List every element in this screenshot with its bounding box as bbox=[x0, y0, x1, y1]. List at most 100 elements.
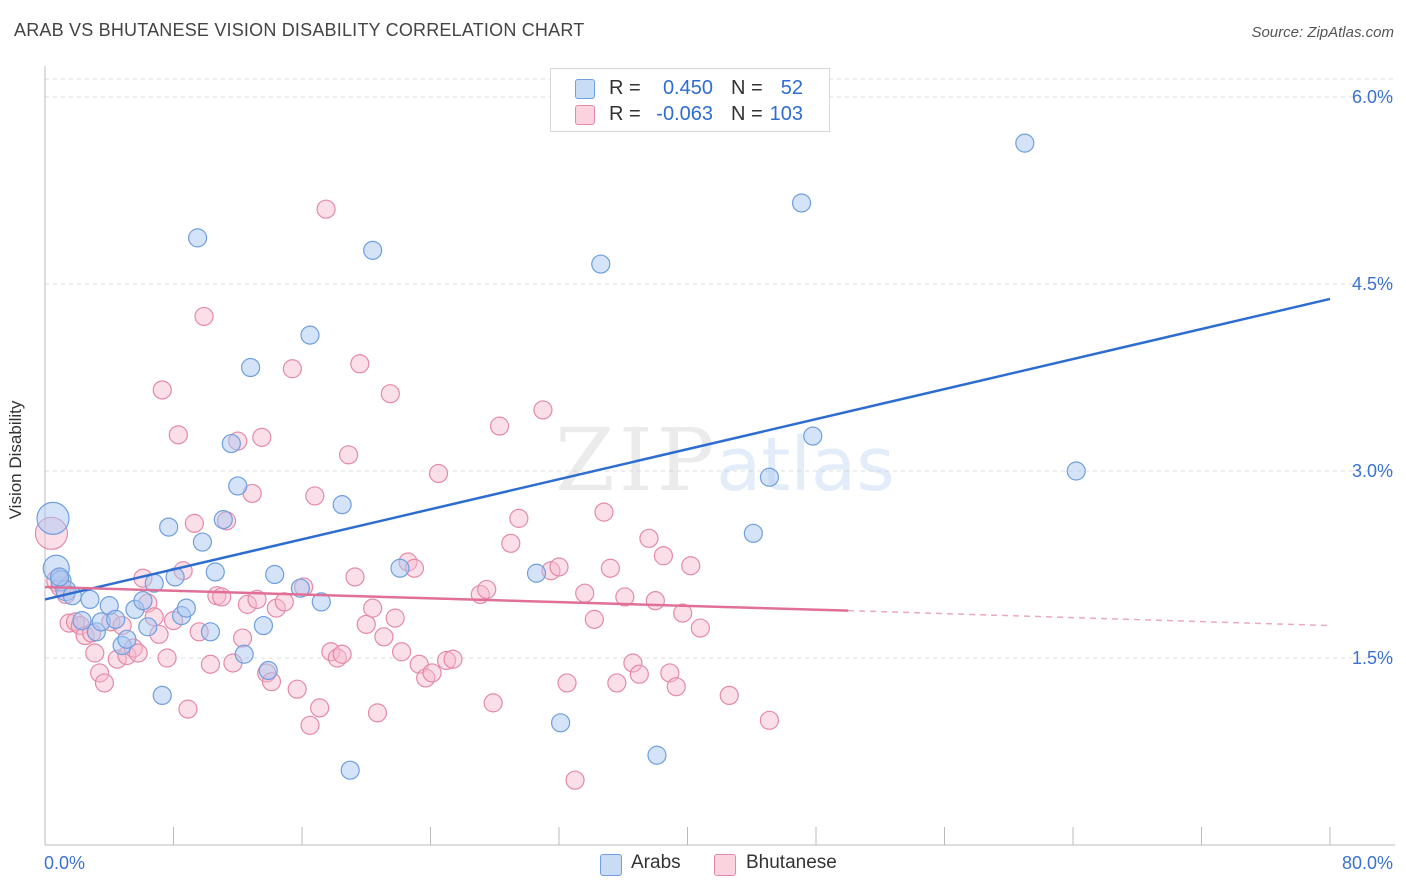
legend-n-value: 103 bbox=[769, 103, 803, 125]
bhutanese-point bbox=[90, 663, 110, 683]
bhutanese-point bbox=[615, 587, 635, 607]
legend-r-label: R = bbox=[609, 77, 641, 99]
bhutanese-point bbox=[623, 653, 643, 673]
arabs-point bbox=[234, 644, 254, 664]
bhutanese-point bbox=[287, 679, 307, 699]
bhutanese-point bbox=[316, 199, 336, 219]
arabs-point bbox=[526, 563, 547, 583]
bhutanese-point bbox=[184, 513, 204, 533]
bhutanese-point bbox=[282, 359, 302, 379]
bhutanese-point bbox=[719, 685, 739, 706]
bhutanese-point bbox=[416, 668, 436, 688]
y-axis-label-wrap: Vision Disability bbox=[6, 401, 36, 520]
correlation-legend: R = 0.450 N = 52 R = -0.063 N = 103 bbox=[550, 68, 830, 132]
x-tick-label: 80.0% bbox=[1342, 853, 1393, 873]
bhutanese-point bbox=[501, 533, 521, 553]
legend-r-value: -0.063 bbox=[656, 103, 713, 125]
legend-n-label: N = bbox=[731, 77, 763, 99]
arabs-point bbox=[176, 598, 196, 618]
arabs-point bbox=[152, 685, 172, 706]
bhutanese-point bbox=[85, 643, 105, 663]
bhutanese-point bbox=[350, 354, 370, 374]
arabs-point bbox=[803, 426, 823, 446]
arabs-point bbox=[187, 228, 208, 248]
source-label: Source: ZipAtlas.com bbox=[1251, 24, 1394, 41]
bhutanese-point bbox=[367, 703, 388, 723]
bhutanese-trend-extension bbox=[848, 609, 1331, 627]
bhutanese-point bbox=[436, 650, 457, 671]
arabs-point bbox=[290, 578, 310, 598]
bhutanese-point bbox=[152, 380, 172, 400]
legend-row-bhutanese: R = -0.063 N = 103 bbox=[551, 101, 829, 127]
bhutanese-points bbox=[34, 199, 780, 790]
bhutanese-point bbox=[157, 648, 177, 668]
arabs-point bbox=[363, 240, 383, 260]
arabs-point bbox=[253, 615, 274, 636]
bhutanese-point bbox=[305, 486, 325, 506]
bhutanese-point bbox=[200, 654, 221, 674]
bhutanese-point bbox=[645, 591, 665, 611]
bhutanese-point bbox=[94, 673, 115, 693]
bhutanese-point bbox=[600, 558, 621, 578]
arabs-points bbox=[36, 133, 1086, 780]
y-tick-label: 3.0% bbox=[1352, 461, 1393, 481]
bhutanese-point bbox=[274, 592, 294, 612]
arabs-point bbox=[332, 495, 352, 515]
arabs-point bbox=[241, 357, 261, 378]
series-legend: Arabs Bhutanese bbox=[0, 852, 1406, 878]
bhutanese-point bbox=[673, 603, 693, 623]
arabs-point bbox=[647, 745, 667, 765]
bhutanese-point bbox=[232, 628, 253, 648]
bhutanese-point bbox=[629, 664, 649, 684]
bhutanese-point bbox=[212, 587, 232, 607]
arabs-point bbox=[390, 558, 410, 578]
trend-lines bbox=[44, 297, 1331, 627]
arabs-point bbox=[591, 254, 611, 274]
y-tick-labels: 1.5% 3.0% 4.5% 6.0% bbox=[1352, 87, 1393, 668]
bhutanese-point bbox=[681, 556, 701, 576]
y-axis-label: Vision Disability bbox=[6, 400, 25, 520]
arabs-point bbox=[200, 622, 221, 642]
bhutanese-point bbox=[380, 384, 400, 404]
arabs-point bbox=[49, 567, 70, 587]
chart-title: ARAB VS BHUTANESE VISION DISABILITY CORR… bbox=[14, 20, 585, 40]
watermark: ZIP atlas bbox=[555, 411, 895, 511]
legend-row-arabs: R = 0.450 N = 52 bbox=[551, 75, 829, 101]
arabs-point bbox=[72, 610, 92, 631]
arabs-point bbox=[138, 617, 158, 637]
bhutanese-point bbox=[300, 715, 320, 735]
bhutanese-point bbox=[759, 710, 780, 730]
bhutanese-point bbox=[653, 546, 674, 566]
arabs-point bbox=[791, 193, 812, 213]
arabs-point bbox=[117, 629, 137, 649]
bhutanese-point bbox=[443, 649, 463, 669]
arabs-point bbox=[213, 510, 233, 530]
arabs-point bbox=[106, 609, 126, 629]
bhutanese-point bbox=[385, 608, 405, 628]
axis-layer bbox=[44, 66, 1395, 846]
bhutanese-point bbox=[509, 508, 529, 528]
bhutanese-point bbox=[557, 673, 577, 693]
bhutanese-point bbox=[332, 644, 352, 664]
legend-swatch-arabs bbox=[575, 79, 595, 99]
x-tick-label: 0.0% bbox=[44, 853, 85, 873]
arabs-point bbox=[36, 501, 70, 535]
arabs-point bbox=[743, 523, 763, 543]
arabs-point bbox=[265, 564, 285, 585]
bhutanese-point bbox=[252, 427, 272, 447]
arabs-point bbox=[221, 433, 241, 454]
legend-r-value: 0.450 bbox=[662, 77, 713, 99]
legend-n-label: N = bbox=[731, 103, 763, 125]
bhutanese-point bbox=[565, 770, 585, 790]
bhutanese-point bbox=[338, 445, 359, 465]
bhutanese-point bbox=[549, 557, 569, 577]
arabs-point bbox=[1066, 461, 1086, 481]
arabs-point bbox=[228, 476, 248, 496]
bhutanese-point bbox=[374, 627, 394, 647]
legend-n-value: 52 bbox=[780, 77, 803, 99]
bhutanese-point bbox=[422, 663, 442, 683]
arabs-point bbox=[133, 591, 153, 611]
bhutanese-point bbox=[363, 598, 383, 618]
arabs-trend-line bbox=[44, 297, 1331, 601]
